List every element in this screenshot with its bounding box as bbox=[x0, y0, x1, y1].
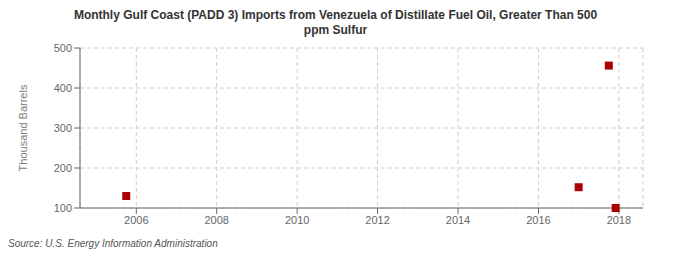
svg-text:2014: 2014 bbox=[446, 214, 470, 226]
svg-text:Thousand Barrels: Thousand Barrels bbox=[17, 84, 29, 171]
svg-text:400: 400 bbox=[54, 82, 72, 94]
svg-text:2006: 2006 bbox=[124, 214, 148, 226]
svg-text:2018: 2018 bbox=[607, 214, 631, 226]
html-text:Source: U.S. Energy Informatio: Source: U.S. Energy Information Administ… bbox=[8, 238, 218, 249]
svg-text:200: 200 bbox=[54, 162, 72, 174]
html-text:ppm Sulfur: ppm Sulfur bbox=[303, 23, 368, 37]
html-text:Monthly Gulf Coast (PADD 3) Im: Monthly Gulf Coast (PADD 3) Imports from… bbox=[73, 8, 598, 22]
svg-text:100: 100 bbox=[54, 202, 72, 214]
svg-text:2008: 2008 bbox=[204, 214, 228, 226]
svg-text:300: 300 bbox=[54, 122, 72, 134]
svg-text:2010: 2010 bbox=[285, 214, 309, 226]
svg-text:2016: 2016 bbox=[526, 214, 550, 226]
svg-text:2012: 2012 bbox=[365, 214, 389, 226]
svg-text:500: 500 bbox=[54, 42, 72, 54]
